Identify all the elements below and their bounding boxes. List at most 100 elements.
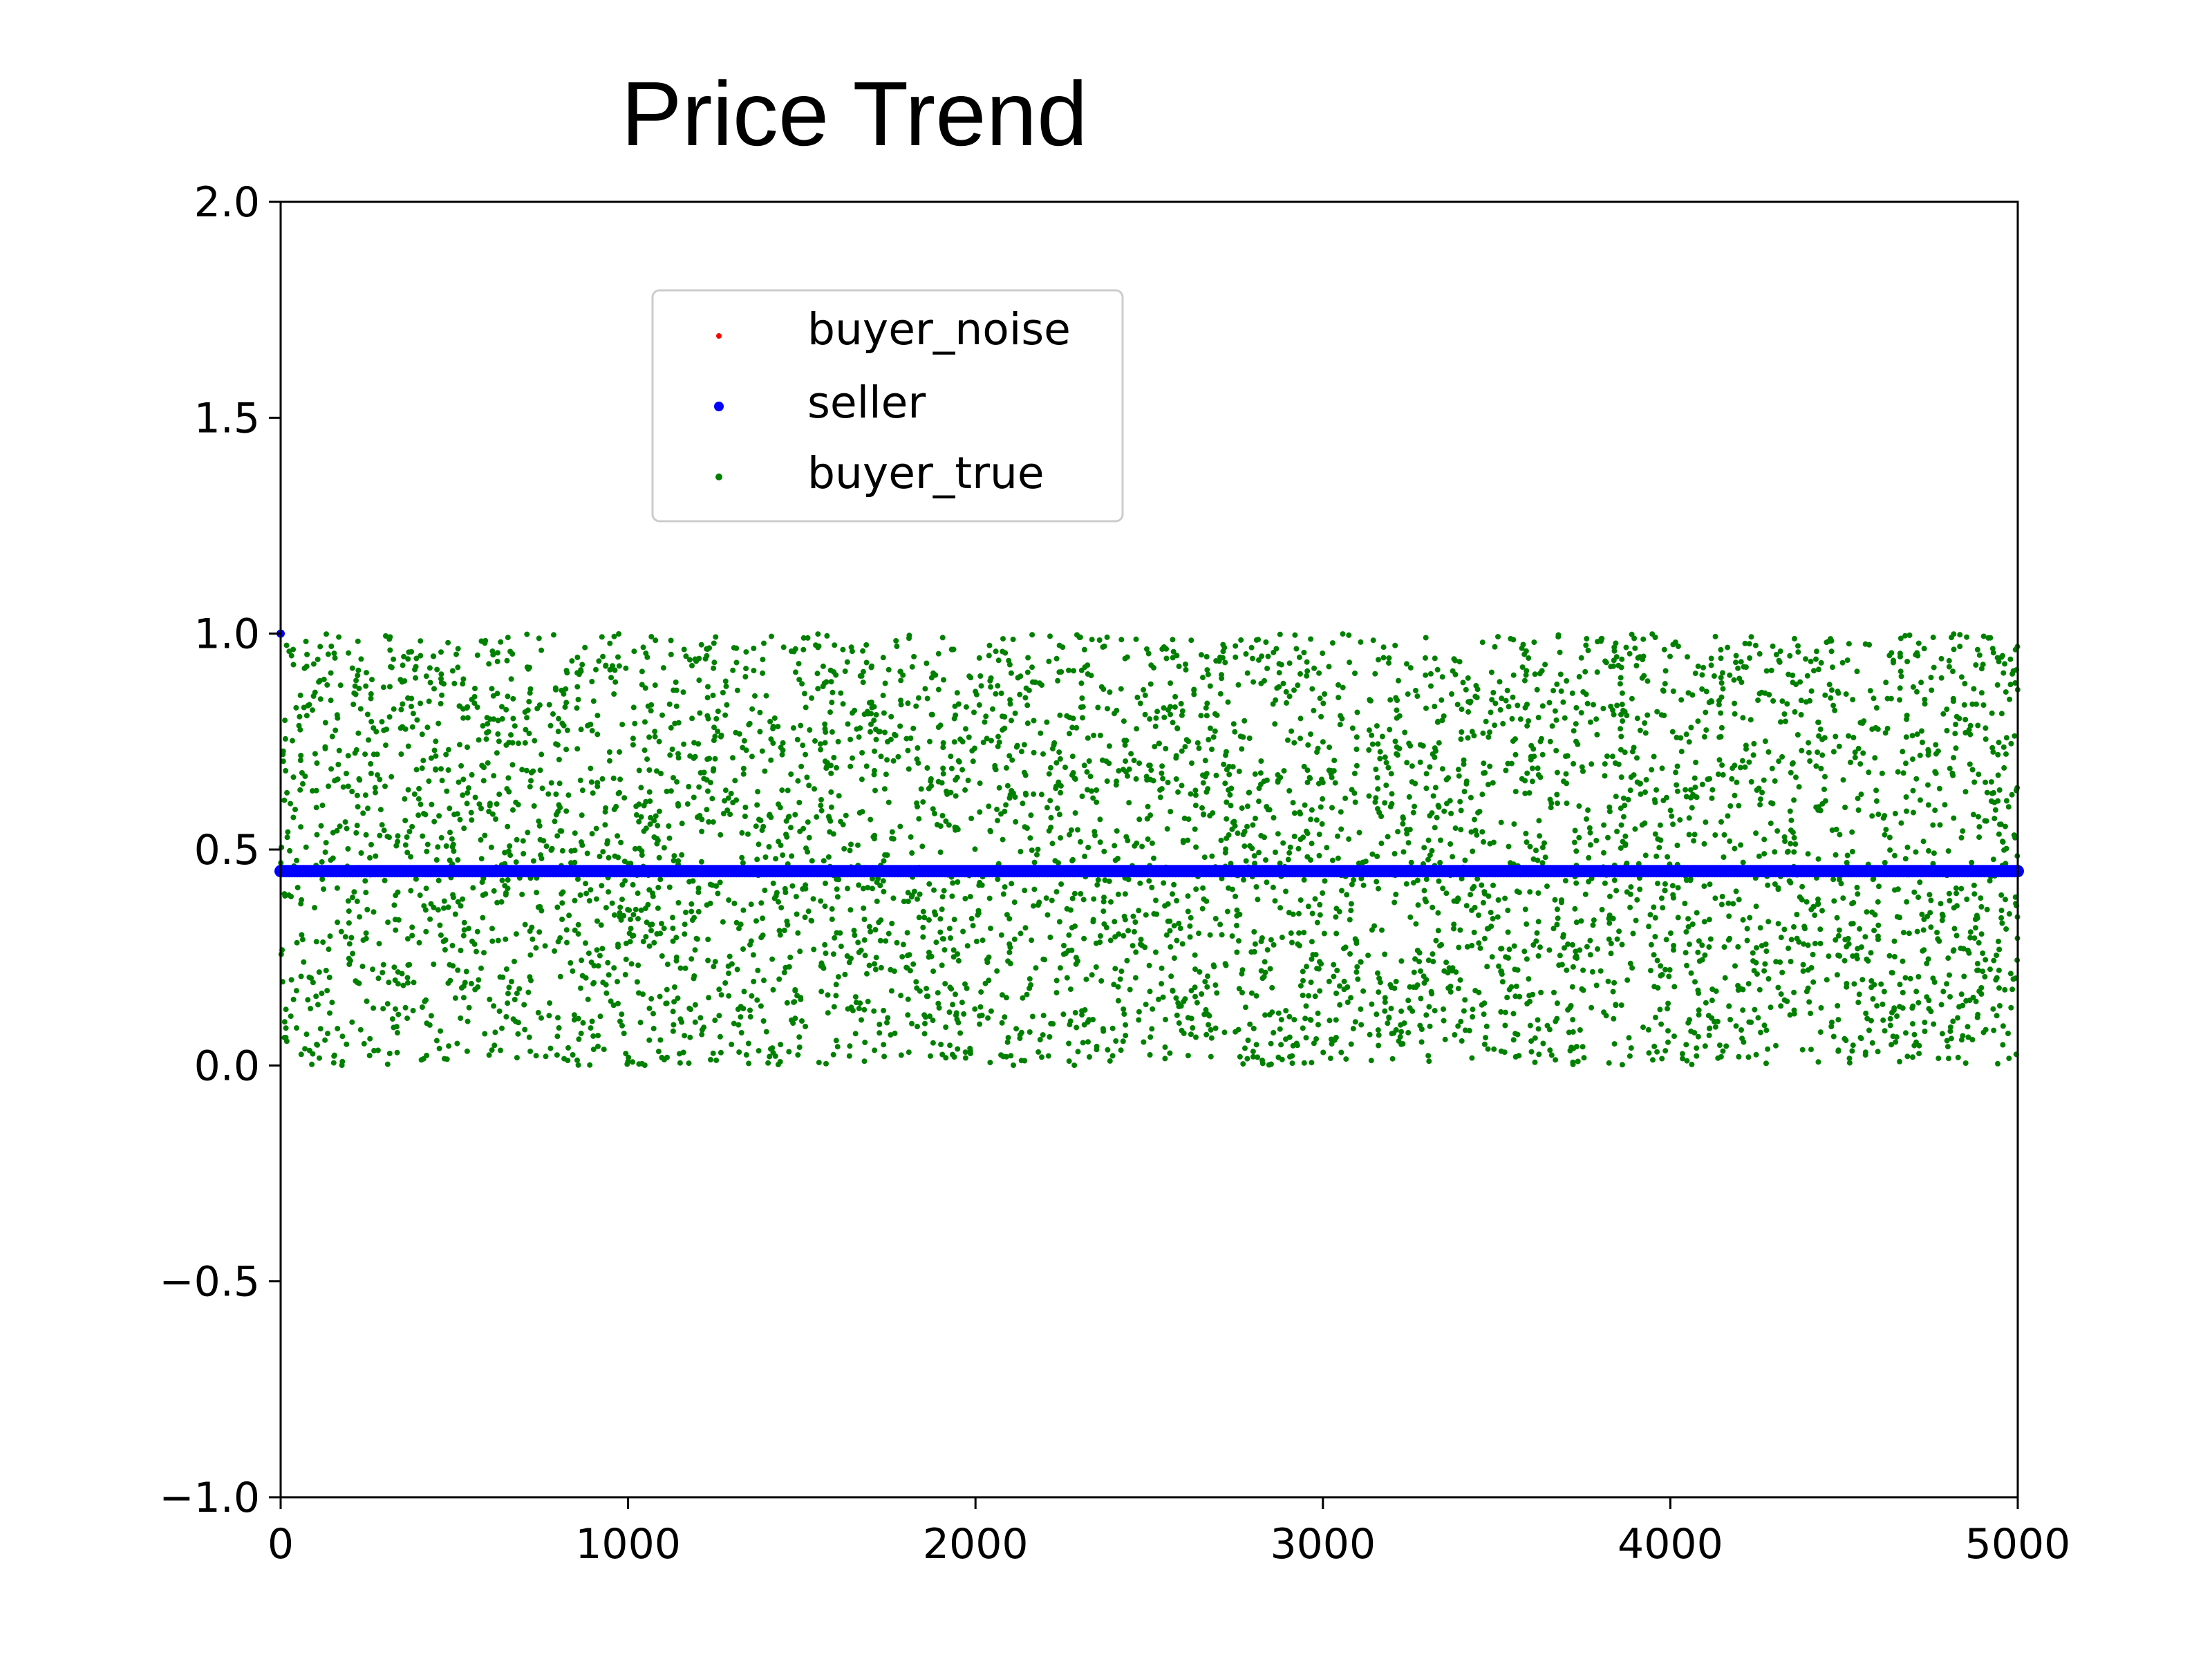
buyer-true-point [1465, 675, 1471, 681]
buyer-true-point [1137, 880, 1143, 886]
buyer-true-point [506, 984, 512, 991]
buyer-true-point [1200, 780, 1206, 786]
buyer-true-point [377, 776, 383, 782]
buyer-true-point [905, 996, 911, 1002]
buyer-true-point [877, 937, 883, 944]
buyer-true-point [1984, 789, 1990, 796]
buyer-true-point [1533, 847, 1539, 854]
buyer-true-point [1141, 1039, 1147, 1045]
buyer-true-point [758, 935, 765, 941]
buyer-true-point [643, 934, 649, 940]
buyer-true-point [1160, 776, 1166, 782]
buyer-true-point [1580, 967, 1586, 973]
buyer-true-point [860, 885, 866, 892]
buyer-true-point [435, 844, 441, 850]
buyer-true-point [830, 689, 836, 695]
buyer-true-point [1787, 1012, 1793, 1018]
buyer-true-point [1976, 652, 1983, 658]
buyer-true-point [1904, 716, 1910, 722]
buyer-true-point [535, 1010, 541, 1015]
buyer-true-point [920, 934, 926, 940]
buyer-true-point [1828, 695, 1834, 701]
buyer-true-point [379, 822, 385, 828]
buyer-true-point [796, 661, 802, 667]
buyer-true-point [1844, 657, 1850, 664]
buyer-true-point [615, 944, 621, 950]
buyer-true-point [472, 986, 478, 993]
buyer-true-point [1131, 928, 1137, 935]
buyer-true-point [699, 1027, 705, 1033]
buyer-true-point [1811, 668, 1817, 674]
buyer-true-point [623, 956, 629, 962]
buyer-true-point [968, 915, 975, 921]
buyer-true-point [976, 702, 982, 708]
buyer-true-point [1978, 903, 1985, 910]
buyer-true-point [660, 665, 666, 671]
buyer-true-point [1925, 747, 1931, 753]
buyer-true-point [427, 916, 433, 922]
buyer-true-point [1349, 725, 1356, 731]
buyer-true-point [1015, 675, 1021, 681]
buyer-true-point [1212, 1025, 1219, 1031]
buyer-true-point [1880, 815, 1886, 821]
buyer-true-point [1966, 727, 1972, 733]
buyer-true-point [449, 836, 455, 842]
buyer-true-point [513, 799, 519, 805]
buyer-true-point [1828, 687, 1835, 693]
buyer-true-point [1667, 967, 1673, 973]
buyer-true-point [316, 679, 322, 685]
buyer-true-point [589, 831, 595, 837]
buyer-true-point [369, 677, 375, 683]
buyer-true-point [1736, 1053, 1742, 1060]
buyer-true-point [1125, 773, 1130, 779]
buyer-true-point [1978, 666, 1985, 672]
buyer-true-point [906, 635, 912, 641]
buyer-true-point [1600, 706, 1606, 711]
buyer-true-point [1224, 749, 1229, 755]
buyer-true-point [995, 657, 1002, 664]
buyer-true-point [995, 743, 1001, 749]
buyer-true-point [1648, 941, 1654, 948]
buyer-true-point [1137, 700, 1143, 706]
buyer-true-point [288, 653, 294, 659]
buyer-true-point [1100, 908, 1107, 915]
buyer-true-point [1920, 740, 1925, 745]
buyer-true-point [1268, 1040, 1274, 1047]
buyer-true-point [384, 834, 391, 840]
buyer-true-point [1836, 927, 1842, 933]
buyer-true-point [1807, 697, 1813, 704]
buyer-true-point [1234, 922, 1239, 928]
buyer-true-point [1372, 671, 1378, 677]
buyer-true-point [1071, 890, 1078, 897]
buyer-true-point [1090, 1017, 1096, 1022]
buyer-true-point [1546, 700, 1553, 706]
buyer-true-point [1953, 890, 1960, 897]
buyer-true-point [818, 898, 824, 904]
buyer-true-point [626, 907, 632, 913]
buyer-true-point [1751, 968, 1757, 974]
buyer-true-point [446, 1043, 452, 1049]
buyer-true-point [1665, 854, 1671, 860]
buyer-true-point [282, 893, 288, 899]
buyer-true-point [606, 889, 612, 895]
buyer-true-point [1165, 901, 1171, 907]
buyer-true-point [1429, 847, 1435, 854]
buyer-true-point [453, 651, 459, 657]
buyer-true-point [1188, 915, 1194, 921]
buyer-true-point [1564, 780, 1570, 787]
buyer-true-point [387, 684, 393, 690]
buyer-true-point [1222, 659, 1228, 666]
buyer-true-point [1235, 1027, 1241, 1033]
buyer-true-point [1113, 1038, 1119, 1044]
buyer-true-point [666, 884, 673, 890]
buyer-true-point [379, 970, 386, 975]
buyer-true-point [1519, 776, 1525, 782]
buyer-true-point [1640, 636, 1647, 642]
buyer-true-point [617, 910, 623, 916]
buyer-true-point [1163, 746, 1169, 751]
buyer-true-point [1490, 882, 1496, 888]
buyer-true-point [1447, 841, 1454, 847]
buyer-true-point [617, 776, 624, 782]
buyer-true-point [1614, 702, 1620, 709]
buyer-true-point [1304, 964, 1309, 970]
